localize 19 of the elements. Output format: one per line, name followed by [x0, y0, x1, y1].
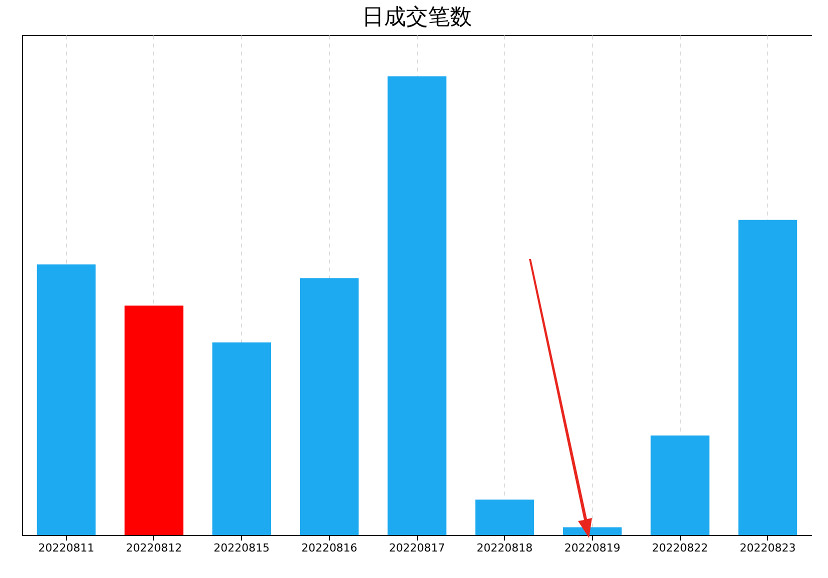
bar: [650, 435, 710, 535]
x-tick-label: 20220822: [652, 542, 708, 554]
x-tick-label: 20220819: [564, 542, 620, 554]
x-tick-label: 20220816: [301, 542, 358, 554]
bar: [300, 278, 359, 535]
bar: [36, 264, 96, 535]
chart-title: 日成交笔数: [362, 5, 472, 30]
bar: [562, 527, 622, 535]
bar: [212, 342, 272, 535]
bar: [475, 500, 534, 535]
x-tick-label: 20220811: [38, 542, 94, 554]
bar: [124, 306, 184, 535]
x-tick-label: 20220823: [740, 542, 796, 554]
bar: [388, 76, 446, 535]
bar: [738, 220, 798, 535]
x-tick-label: 20220817: [389, 542, 445, 554]
x-tick-label: 20220812: [126, 542, 182, 554]
x-tick-label: 20220818: [476, 542, 533, 554]
x-tick-label: 20220815: [214, 542, 270, 554]
